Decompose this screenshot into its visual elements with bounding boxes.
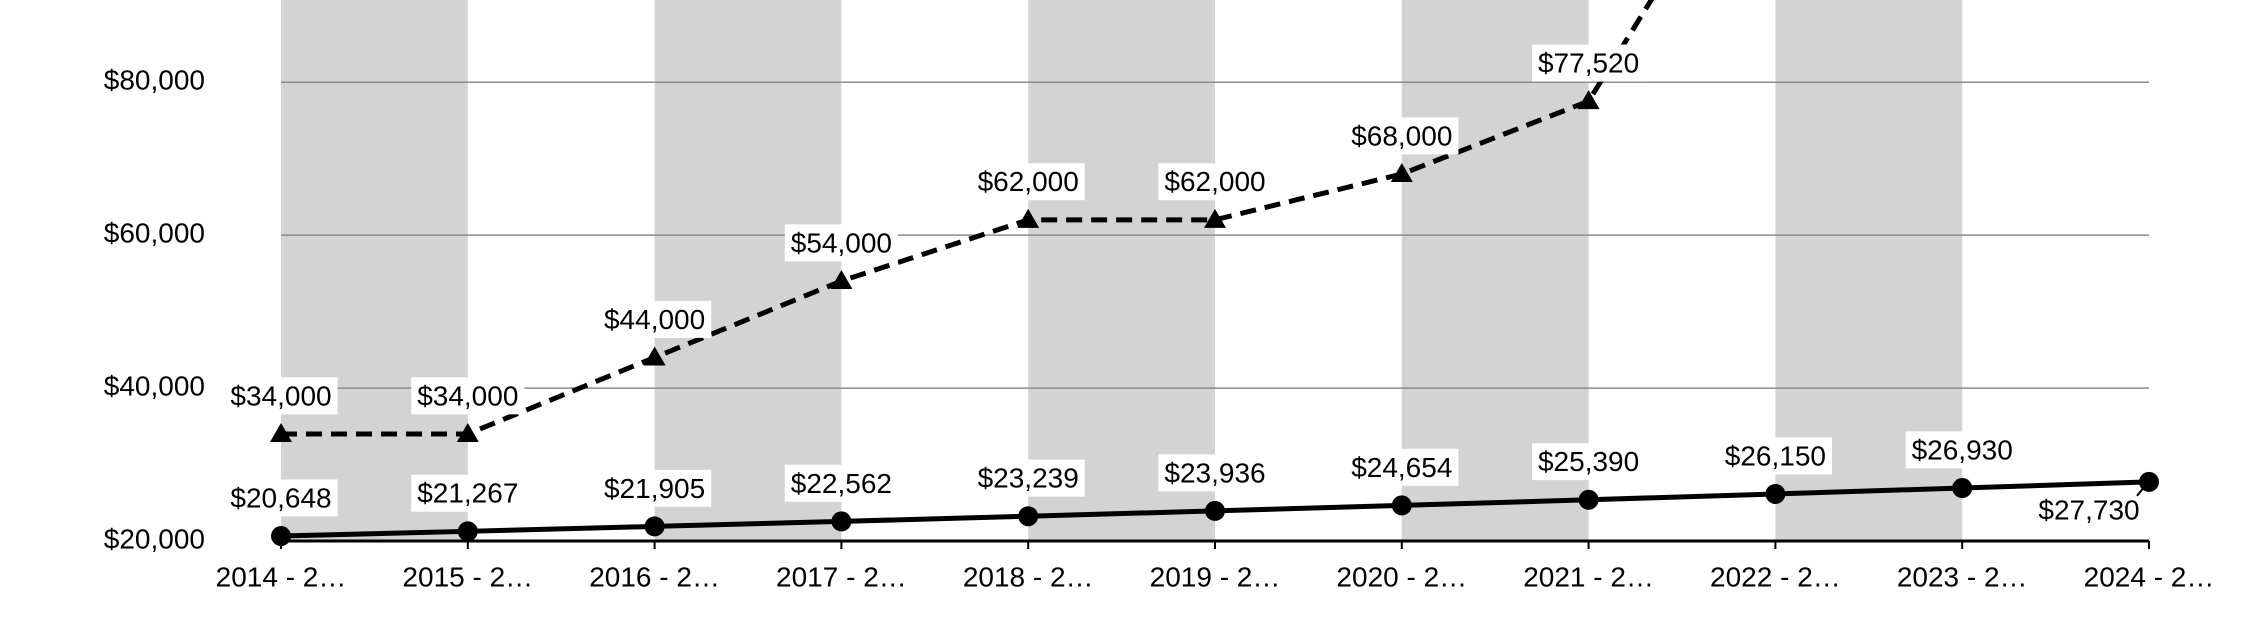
- data-label: $23,936: [1164, 457, 1265, 488]
- label-box: [1345, 448, 1459, 486]
- y-tick-label: $80,000: [104, 65, 205, 96]
- data-label: $34,000: [230, 380, 331, 411]
- data-label: $21,267: [417, 478, 518, 509]
- data-label: $44,000: [604, 304, 705, 335]
- data-label: $68,000: [1351, 120, 1452, 151]
- x-tick-label: 2015 - 2…: [402, 561, 533, 592]
- label-box: [597, 300, 712, 338]
- label-box: [1158, 163, 1272, 201]
- x-tick-label: 2023 - 2…: [1897, 561, 2028, 592]
- point: [1765, 483, 1786, 504]
- x-tick-label: 2021 - 2…: [1523, 561, 1654, 592]
- label-box: [1718, 437, 1833, 475]
- data-label: $22,562: [791, 468, 892, 499]
- point: [1952, 478, 1973, 499]
- point: [1017, 208, 1040, 228]
- data-label: $62,000: [978, 166, 1079, 197]
- label-box: [2032, 491, 2146, 529]
- data-label: $27,730: [2038, 494, 2139, 525]
- y-tick-label: $60,000: [104, 218, 205, 249]
- label-box: [784, 224, 899, 262]
- point: [1577, 90, 1600, 110]
- y-tick-label: $40,000: [104, 370, 205, 401]
- point: [1205, 500, 1225, 521]
- label-box: [1158, 454, 1272, 492]
- point: [1018, 506, 1039, 527]
- label-box: [971, 163, 1085, 201]
- band: [1028, 0, 1215, 541]
- point: [830, 270, 853, 290]
- data-label: $62,000: [1164, 166, 1265, 197]
- label-box: [597, 469, 712, 507]
- x-tick-label: 2018 - 2…: [963, 561, 1094, 592]
- data-label: $34,000: [417, 380, 518, 411]
- data-label: $21,905: [604, 473, 705, 504]
- label-box: [1905, 431, 2019, 469]
- label-box: [1531, 443, 1646, 481]
- label-box: [411, 377, 525, 415]
- x-tick-label: 2022 - 2…: [1710, 561, 1841, 592]
- data-label: $20,648: [230, 482, 331, 513]
- point: [643, 346, 666, 366]
- point: [270, 422, 292, 442]
- x-tick-label: 2020 - 2…: [1336, 561, 1467, 592]
- point: [1578, 489, 1599, 510]
- x-tick-label: 2024 - 2…: [2084, 561, 2215, 592]
- x-tick-label: 2016 - 2…: [589, 561, 720, 592]
- label-box: [224, 377, 338, 415]
- x-tick-label: 2019 - 2…: [1150, 561, 1281, 592]
- x-tick-label: 2014 - 2…: [216, 561, 347, 592]
- x-tick-label: 2017 - 2…: [776, 561, 907, 592]
- label-box: [1345, 117, 1459, 155]
- data-label: $24,654: [1351, 452, 1452, 483]
- data-label: $77,520: [1538, 48, 1639, 79]
- leader-line: [2136, 485, 2146, 497]
- data-label: $26,150: [1725, 440, 1826, 471]
- point: [1204, 208, 1226, 228]
- data-label: $54,000: [791, 227, 892, 258]
- label-box: [411, 474, 525, 512]
- point: [1390, 162, 1413, 182]
- point: [456, 422, 479, 442]
- data-label: $26,930: [1912, 434, 2013, 465]
- data-label: $25,390: [1538, 446, 1639, 477]
- point: [457, 521, 478, 542]
- data-label: $23,239: [978, 463, 1079, 494]
- label-box: [784, 464, 899, 502]
- point: [644, 516, 665, 537]
- y-tick-label: $20,000: [104, 523, 205, 554]
- label-box: [224, 479, 338, 517]
- point: [271, 526, 291, 547]
- point: [1391, 495, 1412, 516]
- label-box: [1531, 44, 1646, 82]
- band: [281, 0, 468, 541]
- band: [654, 0, 842, 541]
- label-box: [971, 459, 1085, 497]
- point: [831, 511, 852, 532]
